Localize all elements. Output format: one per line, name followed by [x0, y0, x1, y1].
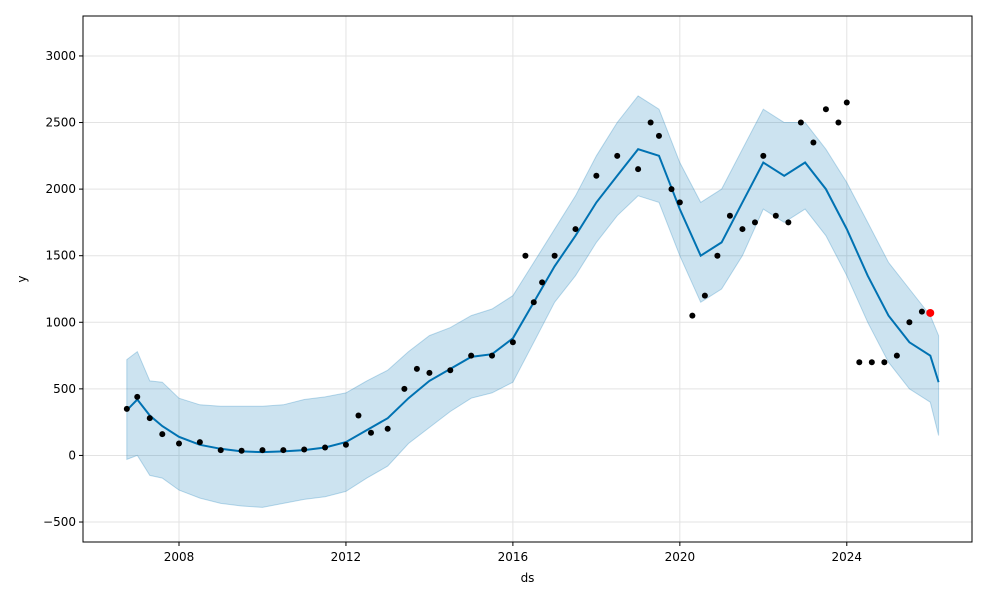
observed-point — [714, 252, 721, 259]
observed-point — [772, 212, 779, 219]
forecast-lines — [126, 148, 940, 454]
observed-point — [785, 219, 792, 226]
y-tick-label: 1500 — [45, 249, 76, 263]
x-tick-label: 2016 — [498, 550, 529, 564]
recent-point — [926, 308, 935, 317]
observed-point — [322, 444, 329, 451]
x-axis-label: ds — [521, 571, 535, 585]
plot-frame — [82, 15, 973, 543]
x-tick-label: 2024 — [832, 550, 863, 564]
observed-point — [426, 369, 433, 376]
y-axis-label: y — [15, 275, 29, 282]
observed-point — [447, 367, 454, 374]
y-tick-label: −500 — [43, 515, 76, 529]
observed-point — [522, 252, 529, 259]
grid-lines — [83, 16, 972, 542]
observed-point — [509, 339, 516, 346]
observed-point — [868, 359, 875, 366]
observed-point — [701, 292, 708, 299]
x-tick-label: 2012 — [331, 550, 362, 564]
forecast-line — [126, 148, 940, 454]
observed-point — [146, 415, 153, 422]
y-tick-label: 1000 — [45, 315, 76, 329]
x-tick-label: 2020 — [665, 550, 696, 564]
observed-point — [489, 352, 496, 359]
observed-point — [676, 199, 683, 206]
observed-points — [123, 99, 935, 454]
observed-point — [367, 429, 374, 436]
observed-point — [593, 172, 600, 179]
observed-point — [810, 139, 817, 146]
observed-point — [655, 132, 662, 139]
observed-point — [822, 106, 829, 113]
y-axis-ticks: −500 0 500 1000 1500 2000 2500 3000 — [43, 49, 83, 529]
y-tick-label: 2000 — [45, 182, 76, 196]
observed-point — [175, 440, 182, 447]
observed-point — [280, 447, 287, 454]
observed-point — [530, 299, 537, 306]
observed-point — [401, 385, 408, 392]
observed-point — [760, 152, 767, 159]
observed-point — [856, 359, 863, 366]
observed-point — [797, 119, 804, 126]
observed-point — [726, 212, 733, 219]
observed-point — [647, 119, 654, 126]
observed-point — [123, 405, 130, 412]
observed-point — [196, 439, 203, 446]
observed-point — [843, 99, 850, 106]
y-tick-label: 0 — [68, 448, 76, 462]
observed-point — [572, 226, 579, 233]
observed-point — [539, 279, 546, 286]
observed-point — [751, 219, 758, 226]
observed-point — [134, 393, 141, 400]
observed-point — [384, 425, 391, 432]
x-axis-ticks: 2008 2012 2016 2020 2024 — [164, 542, 862, 564]
observed-point — [468, 352, 475, 359]
x-tick-label: 2008 — [164, 550, 195, 564]
observed-point — [238, 447, 245, 454]
observed-point — [217, 447, 224, 454]
observed-point — [881, 359, 888, 366]
observed-point — [906, 319, 913, 326]
y-tick-label: 2500 — [45, 116, 76, 130]
observed-point — [739, 226, 746, 233]
y-tick-label: 500 — [53, 382, 76, 396]
observed-point — [355, 412, 362, 419]
observed-point — [159, 431, 166, 438]
observed-point — [668, 186, 675, 193]
observed-point — [614, 152, 621, 159]
observed-point — [551, 252, 558, 259]
observed-point — [893, 352, 900, 359]
observed-point — [918, 308, 925, 315]
observed-point — [342, 441, 349, 448]
observed-point — [635, 166, 642, 173]
y-tick-label: 3000 — [45, 49, 76, 63]
observed-point — [689, 312, 696, 319]
observed-point — [259, 447, 266, 454]
observed-point — [413, 365, 420, 372]
observed-point — [301, 446, 308, 453]
observed-point — [835, 119, 842, 126]
